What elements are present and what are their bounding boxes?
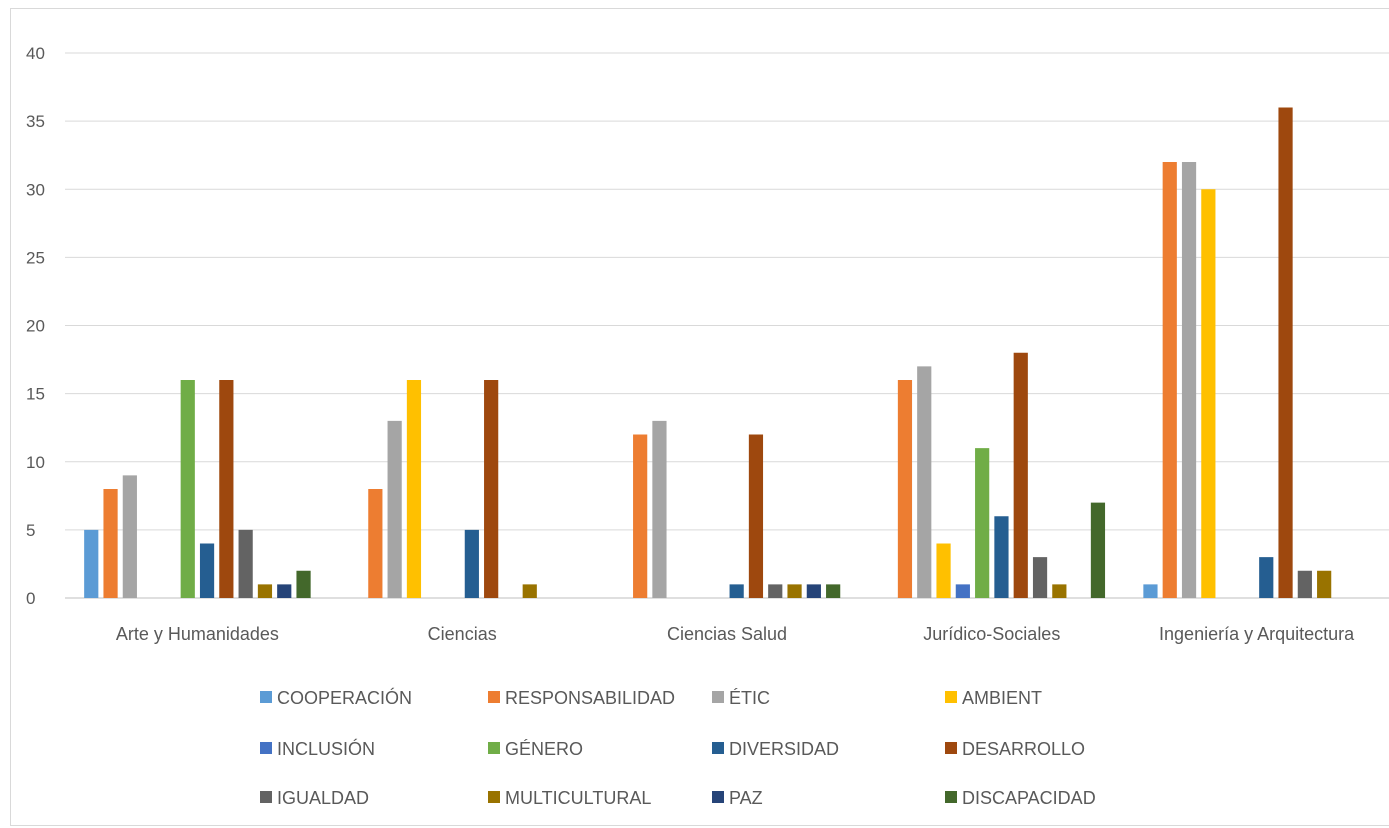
legend-label: AMBIENT: [962, 688, 1042, 708]
legend-label: DISCAPACIDAD: [962, 788, 1096, 808]
legend-label: DESARROLLO: [962, 739, 1085, 759]
legend-swatch: [712, 691, 724, 703]
legend-item: DESARROLLO: [945, 739, 1085, 759]
y-tick-label: 20: [26, 317, 45, 336]
y-tick-label: 15: [26, 385, 45, 404]
bar: [522, 584, 537, 598]
bar: [768, 584, 783, 598]
bar: [464, 529, 479, 598]
x-axis-categories: Arte y Humanidades Ciencias Ciencias Salud…: [116, 624, 1355, 644]
y-tick-label: 10: [26, 453, 45, 472]
bar: [1013, 352, 1028, 598]
legend-item: INCLUSIÓN: [260, 738, 375, 759]
bar: [633, 434, 648, 598]
legend-swatch: [260, 791, 272, 803]
bar: [368, 489, 383, 598]
legend-item: ÉTIC: [712, 688, 770, 708]
legend-label: PAZ: [729, 788, 763, 808]
bar: [84, 529, 99, 598]
bar: [103, 489, 118, 598]
bar: [1143, 584, 1158, 598]
bar: [1052, 584, 1067, 598]
legend-item: COOPERACIÓN: [260, 687, 412, 708]
x-category-label: Arte y Humanidades: [116, 624, 279, 644]
legend-swatch: [260, 691, 272, 703]
bar: [219, 380, 234, 598]
bar: [1181, 162, 1197, 598]
bar: [826, 584, 841, 598]
bar: [122, 475, 137, 598]
legend-item: PAZ: [712, 788, 763, 808]
bar: [199, 543, 215, 598]
legend-label: COOPERACIÓN: [277, 687, 412, 708]
bar: [652, 420, 667, 598]
legend-swatch: [945, 791, 957, 803]
legend-swatch: [260, 742, 272, 754]
legend-item: DIVERSIDAD: [712, 739, 839, 759]
y-tick-label: 40: [26, 44, 45, 63]
bar: [277, 584, 292, 598]
bar: [1317, 570, 1332, 598]
legend-label: DIVERSIDAD: [729, 739, 839, 759]
legend-swatch: [945, 691, 957, 703]
bar: [1201, 189, 1216, 598]
x-category-label: Ciencias: [428, 624, 497, 644]
legend-item: MULTICULTURAL: [488, 788, 651, 808]
bar: [296, 570, 311, 598]
bar: [787, 584, 802, 598]
bar: [484, 380, 499, 598]
y-tick-label: 5: [26, 521, 35, 540]
bar: [1032, 557, 1048, 598]
y-tick-label: 25: [26, 248, 45, 267]
legend-label: ÉTIC: [729, 688, 770, 708]
chart-frame: [10, 8, 1389, 826]
legend-item: RESPONSABILIDAD: [488, 688, 675, 708]
legend-swatch: [712, 791, 724, 803]
legend-label: GÉNERO: [505, 739, 583, 759]
x-category-label: Ciencias Salud: [667, 624, 787, 644]
legend-swatch: [488, 742, 500, 754]
bar: [729, 584, 744, 598]
legend-swatch: [945, 742, 957, 754]
bar: [994, 516, 1009, 598]
legend: COOPERACIÓN RESPONSABILIDAD ÉTIC AMBIENT INC…: [260, 687, 1096, 808]
bar: [917, 366, 932, 598]
legend-swatch: [712, 742, 724, 754]
bar: [806, 584, 821, 598]
bar: [180, 380, 195, 598]
legend-label: RESPONSABILIDAD: [505, 688, 675, 708]
legend-item: GÉNERO: [488, 739, 583, 759]
bars: [84, 107, 1332, 598]
y-tick-label: 35: [26, 112, 45, 131]
legend-item: DISCAPACIDAD: [945, 788, 1096, 808]
bar: [1090, 502, 1106, 598]
bar: [387, 420, 402, 598]
x-category-label: Ingeniería y Arquitectura: [1159, 624, 1355, 644]
bar: [1297, 570, 1312, 598]
legend-item: AMBIENT: [945, 688, 1042, 708]
y-tick-label: 0: [26, 589, 35, 608]
bar: [257, 584, 273, 598]
legend-swatch: [488, 691, 500, 703]
bar: [936, 543, 951, 598]
legend-label: IGUALDAD: [277, 788, 369, 808]
y-axis-ticks: 0 5 10 15 20 25 30 35 40: [26, 44, 45, 608]
legend-label: INCLUSIÓN: [277, 738, 375, 759]
bar: [238, 529, 253, 598]
bar: [897, 380, 913, 598]
bar: [748, 434, 764, 598]
bar: [406, 380, 422, 598]
y-tick-label: 30: [26, 180, 45, 199]
x-category-label: Jurídico-Sociales: [923, 624, 1060, 644]
bar: [1162, 162, 1177, 598]
legend-label: MULTICULTURAL: [505, 788, 651, 808]
legend-swatch: [488, 791, 500, 803]
bar: [1278, 107, 1293, 598]
bar: [1259, 557, 1274, 598]
bar: [955, 584, 970, 598]
bar: [975, 448, 990, 598]
legend-item: IGUALDAD: [260, 788, 369, 808]
